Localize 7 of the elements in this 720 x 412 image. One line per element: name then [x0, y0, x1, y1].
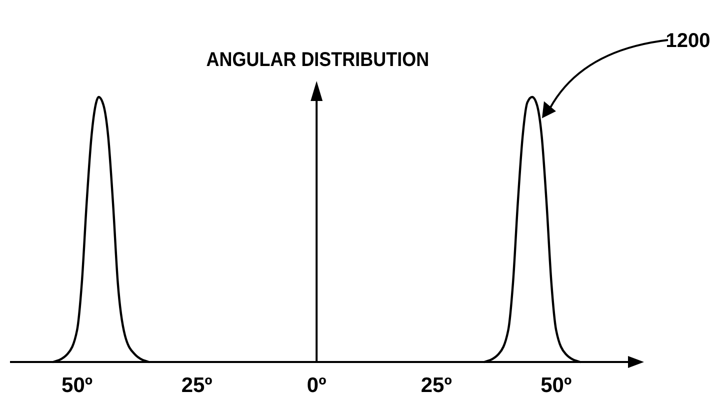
- x-tick-label: 25º: [420, 374, 452, 397]
- chart-title: ANGULAR DISTRIBUTION: [206, 49, 430, 72]
- x-tick-label: 0º: [306, 374, 327, 397]
- x-tick-label: 25º: [181, 374, 213, 397]
- x-tick-label: 50º: [540, 374, 572, 397]
- text: 1200: [666, 30, 710, 52]
- x-tick-label: 50º: [62, 374, 93, 397]
